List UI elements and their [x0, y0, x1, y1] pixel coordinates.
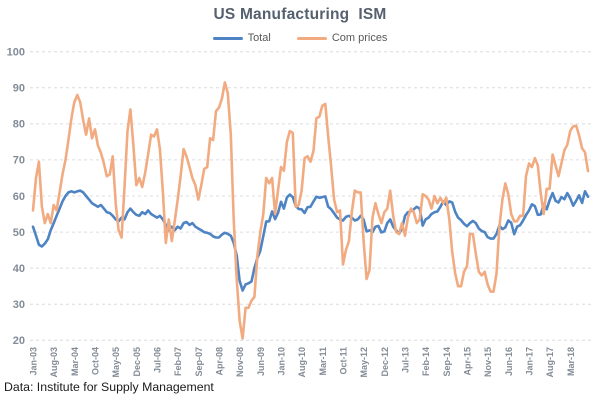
y-tick-label-100: 100: [7, 47, 25, 59]
y-tick-label-30: 30: [13, 299, 25, 311]
x-tick-label-May-05: May-05: [111, 347, 121, 378]
x-tick-label-Aug-17: Aug-17: [545, 347, 555, 378]
legend-label-total: Total: [247, 32, 271, 44]
x-tick-label-Mar-04: Mar-04: [70, 347, 80, 376]
x-tick-label-Sep-07: Sep-07: [194, 347, 204, 377]
chart-title: US Manufacturing ISM: [213, 6, 387, 23]
y-tick-label-80: 80: [13, 119, 25, 131]
x-tick-label-Nov-08: Nov-08: [235, 347, 245, 377]
x-tick-label-Jan-03: Jan-03: [29, 347, 39, 376]
com-prices-line-swatch: [296, 37, 327, 40]
y-tick-label-90: 90: [13, 83, 25, 95]
x-tick-label-Feb-14: Feb-14: [421, 347, 431, 376]
legend-item-com-prices: Com prices: [296, 32, 388, 44]
x-tick-label-Sep-14: Sep-14: [442, 347, 452, 377]
x-tick-label-Oct-04: Oct-04: [90, 347, 100, 375]
y-tick-label-70: 70: [13, 155, 25, 167]
x-tick-label-Feb-07: Feb-07: [173, 347, 183, 376]
x-tick-label-Dec-05: Dec-05: [132, 347, 142, 377]
y-tick-label-50: 50: [13, 227, 25, 239]
x-tick-label-Jun-09: Jun-09: [256, 347, 266, 376]
x-tick-label-Dec-12: Dec-12: [380, 347, 390, 377]
chart-legend: Total Com prices: [0, 31, 600, 46]
x-tick-label-Apr-15: Apr-15: [462, 347, 472, 376]
x-tick-label-Aug-03: Aug-03: [49, 347, 59, 378]
x-tick-label-Aug-10: Aug-10: [297, 347, 307, 378]
y-tick-label-40: 40: [13, 263, 25, 275]
data-source-note: Data: Institute for Supply Management: [4, 380, 214, 394]
total-line: [31, 189, 590, 292]
x-tick-label-Nov-15: Nov-15: [483, 347, 493, 377]
x-tick-label-Oct-11: Oct-11: [338, 347, 348, 375]
x-tick-label-Jan-10: Jan-10: [276, 347, 286, 376]
com-prices-line: [31, 81, 590, 340]
legend-item-total: Total: [212, 32, 271, 44]
x-tick-label-Jul-13: Jul-13: [400, 347, 410, 373]
y-tick-label-60: 60: [13, 191, 25, 203]
x-tick-label-May-12: May-12: [359, 347, 369, 378]
y-tick-label-20: 20: [13, 335, 25, 347]
x-tick-label-Jan-17: Jan-17: [524, 347, 534, 376]
x-tick-label-Apr-08: Apr-08: [214, 347, 224, 376]
x-tick-label-Mar-11: Mar-11: [318, 347, 328, 376]
x-tick-label-Mar-18: Mar-18: [566, 347, 576, 376]
x-tick-label-Jun-16: Jun-16: [504, 347, 514, 376]
legend-label-com-prices: Com prices: [331, 32, 388, 44]
x-tick-label-Jul-06: Jul-06: [152, 347, 162, 373]
total-line-swatch: [212, 37, 243, 40]
